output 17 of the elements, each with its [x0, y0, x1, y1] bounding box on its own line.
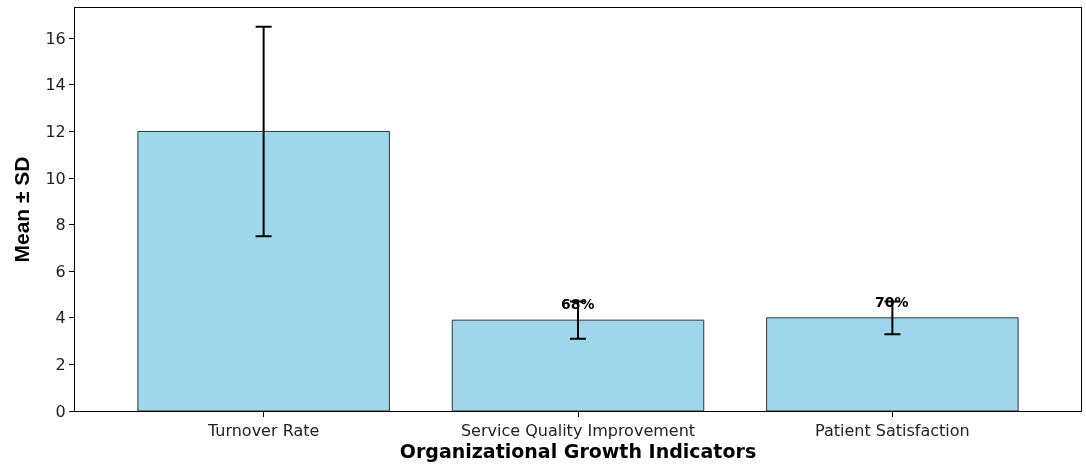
x-tick-label: Patient Satisfaction	[815, 421, 970, 441]
y-tick-label: 8	[55, 215, 66, 235]
y-tick-label: 2	[55, 355, 66, 375]
y-tick-label: 4	[55, 308, 66, 328]
x-axis-title: Organizational Growth Indicators	[399, 440, 757, 463]
y-axis-title: Mean ± SD	[9, 156, 33, 263]
y-tick-label: 10	[45, 168, 66, 188]
y-tick-label: 14	[45, 75, 66, 95]
y-tick-label: 6	[55, 261, 66, 281]
bar	[137, 130, 390, 411]
x-tick-label: Turnover Rate	[206, 421, 320, 441]
x-tick-label: Service Quality Improvement	[460, 421, 696, 441]
y-tick-label: 0	[55, 401, 66, 421]
bar	[766, 317, 1019, 411]
y-tick-label: 12	[45, 122, 66, 142]
bar	[451, 319, 705, 411]
y-tick-label: 16	[45, 28, 66, 48]
